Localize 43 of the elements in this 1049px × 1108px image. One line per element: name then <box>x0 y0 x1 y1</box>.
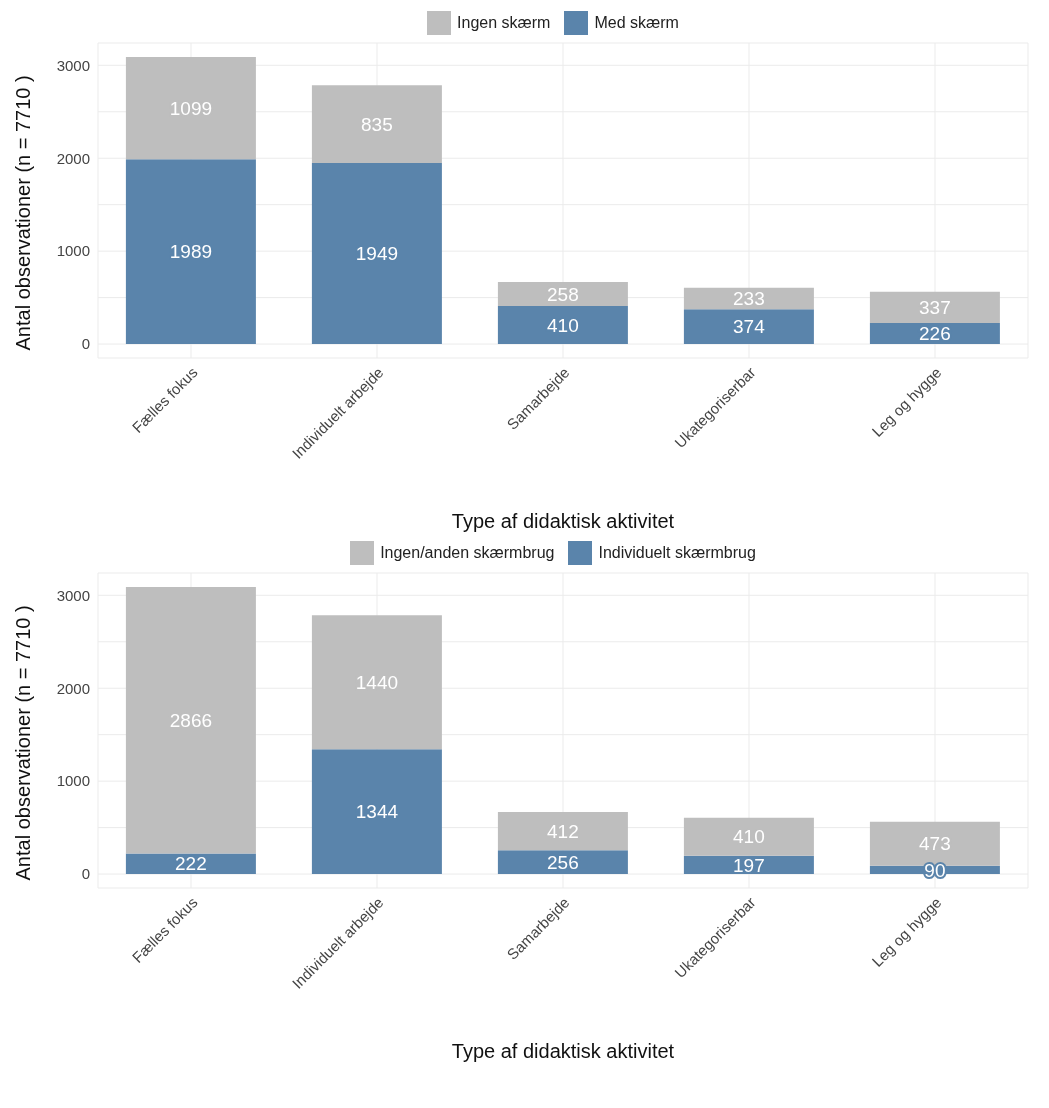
data-label: 1099 <box>169 97 213 119</box>
bar <box>311 749 442 875</box>
data-label: 258 <box>547 283 579 305</box>
y-tick-label: 1000 <box>56 242 90 260</box>
data-label: 2866 <box>169 710 213 732</box>
data-label: 374 <box>733 316 766 338</box>
data-label: 410 <box>547 314 579 336</box>
y-axis-title: Antal observationer (n = 7710 ) <box>12 605 35 881</box>
y-tick-label: 1000 <box>56 772 90 790</box>
data-label: 337 <box>919 297 951 319</box>
y-tick-label: 3000 <box>56 586 90 604</box>
bar <box>125 159 256 345</box>
data-label: 233 <box>733 288 765 310</box>
y-tick-label: 2000 <box>56 149 90 167</box>
data-label: 222 <box>175 853 207 875</box>
data-label: 412 <box>547 820 579 842</box>
x-axis-title: Type af didaktisk aktivitet <box>451 1040 675 1062</box>
bar <box>311 615 442 750</box>
bar <box>125 587 256 854</box>
y-axis-title: Antal observationer (n = 7710 ) <box>12 75 35 351</box>
x-axis-title: Type af didaktisk aktivitet <box>451 510 675 532</box>
bar <box>311 162 442 345</box>
data-label: 1344 <box>355 801 399 823</box>
legend-label: Individuelt skærmbrug <box>598 544 756 562</box>
data-label: 835 <box>361 113 393 135</box>
data-label: 1440 <box>355 672 399 694</box>
y-tick-label: 0 <box>81 865 90 883</box>
data-label: 226 <box>919 323 951 345</box>
data-label: 197 <box>733 854 765 876</box>
y-tick-label: 3000 <box>56 56 90 74</box>
y-tick-label: 2000 <box>56 679 90 697</box>
data-label: 473 <box>919 833 951 855</box>
bar <box>125 57 256 160</box>
bar <box>311 85 442 163</box>
data-label: 1989 <box>169 241 213 263</box>
bar <box>869 821 1000 866</box>
data-label: 410 <box>733 826 765 848</box>
legend-label: Med skærm <box>594 14 679 32</box>
y-tick-label: 0 <box>81 335 90 353</box>
data-label: 1949 <box>355 243 399 265</box>
legend-label: Ingen skærm <box>457 14 551 32</box>
legend-label: Ingen/anden skærmbrug <box>380 544 555 562</box>
data-label: 256 <box>547 851 579 873</box>
